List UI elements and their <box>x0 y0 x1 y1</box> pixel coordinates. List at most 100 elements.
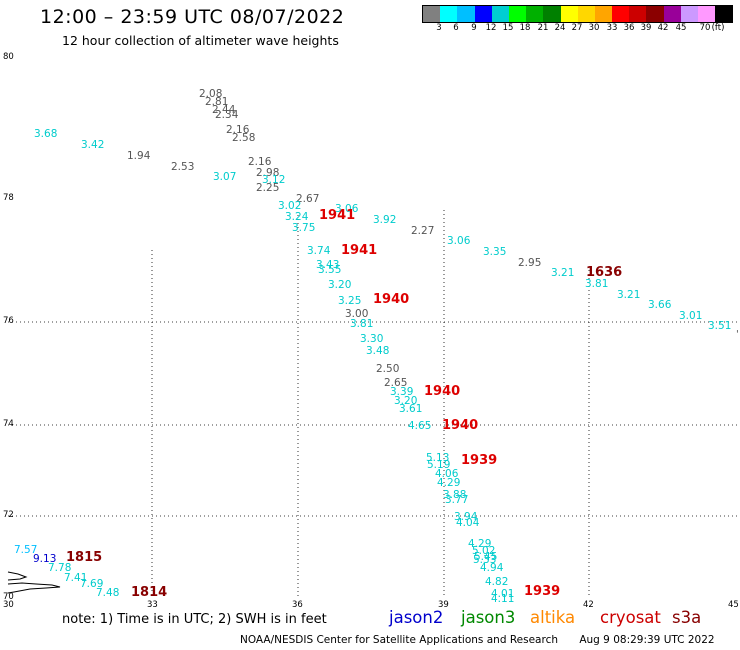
wave-height-label: 3.77 <box>445 494 469 506</box>
credit-text: NOAA/NESDIS Center for Satellite Applica… <box>240 634 558 646</box>
wave-height-label: 3.20 <box>394 395 418 407</box>
wave-height-label: 3.92 <box>373 214 397 226</box>
wave-height-label: 4.04 <box>456 517 480 529</box>
map-title: 12:00 – 23:59 UTC 08/07/2022 <box>40 6 345 28</box>
legend-tick-label: 12 <box>485 23 497 33</box>
wave-height-label: 5.02 <box>472 545 496 557</box>
pass-time-label: 1939 <box>524 584 561 599</box>
legend-tick-label: 9 <box>471 23 477 33</box>
wave-height-label: 2.67 <box>296 193 320 205</box>
coastline <box>7 571 61 594</box>
legend-swatch <box>543 6 561 22</box>
wave-height-label: 2.53 <box>171 161 195 173</box>
legend-tick-label: 21 <box>537 23 549 33</box>
longitude-label: 33 <box>147 600 158 610</box>
legend-swatch <box>577 6 595 22</box>
wave-height-label: 3.43 <box>316 259 340 271</box>
pass-time-label: 1940 <box>373 292 410 307</box>
wave-height-label: 3.94 <box>454 511 478 523</box>
legend-tick-label: 45 <box>675 23 687 33</box>
longitude-label: 30 <box>3 600 14 610</box>
legend-tick-label: 6 <box>453 23 459 33</box>
wave-height-label: 5.19 <box>427 459 451 471</box>
legend-ticks: 3 6 9 12 15 18 21 24 27 30 33 36 39 42 45 70 (ft) <box>422 23 740 35</box>
wave-height-label: 4.29 <box>468 538 492 550</box>
wave-height-label: 2.50 <box>376 363 400 375</box>
legend-swatch <box>423 6 441 22</box>
wave-height-label: 3.06 <box>335 203 359 215</box>
latitude-label: 74 <box>3 419 14 429</box>
wave-height-label: 2.98 <box>256 167 280 179</box>
wave-height-label: 3.51 <box>708 320 732 332</box>
wave-height-label: 2.16 <box>226 124 250 136</box>
wave-height-label: 3.21 <box>551 267 575 279</box>
pass-time-label: 1636 <box>586 265 623 280</box>
wave-height-label: 3.88 <box>443 489 467 501</box>
wave-height-label: 3.81 <box>350 318 374 330</box>
wave-height-label: 4.65 <box>408 420 432 432</box>
wave-height-label: 2.08 <box>199 88 223 100</box>
satellite-altika: altika <box>530 608 576 627</box>
wave-height-label: 3.12 <box>262 174 286 186</box>
wave-height-label: 3.02 <box>278 200 302 212</box>
wave-height-label: 7.41 <box>64 572 88 584</box>
latitude-label: 76 <box>3 316 14 326</box>
latitude-label: 80 <box>3 52 14 62</box>
wave-height-label: 3.68 <box>34 128 58 140</box>
satellite-jason2: jason2 <box>389 608 444 627</box>
legend-tick-label: 36 <box>623 23 635 33</box>
wave-height-label: 3.55 <box>318 264 342 276</box>
pass-time-label: 1941 <box>341 243 378 258</box>
wave-height-label: 2.27 <box>411 225 435 237</box>
longitude-label: 42 <box>583 600 594 610</box>
wave-height-label: 3.25 <box>338 295 362 307</box>
legend-swatch <box>646 6 664 22</box>
legend-tick-label: 33 <box>606 23 618 33</box>
wave-height-label: 5.45 <box>474 551 498 563</box>
legend-tick-label: 39 <box>640 23 652 33</box>
pass-time-label: 1940 <box>424 384 461 399</box>
legend-tick-label: 70 <box>699 23 711 33</box>
generated-timestamp: Aug 9 08:29:39 UTC 2022 <box>579 634 715 646</box>
wave-height-label: 3.24 <box>285 211 309 223</box>
wave-height-label: 7.57 <box>14 544 38 556</box>
wave-height-label: 3.61 <box>399 403 423 415</box>
legend-unit: (ft) <box>711 23 725 33</box>
wave-height-label: 5.13 <box>426 452 450 464</box>
wave-height-label: 7.48 <box>96 587 120 599</box>
wave-height-label: 3.00 <box>345 308 369 320</box>
legend-swatch <box>629 6 647 22</box>
legend-swatch <box>663 6 681 22</box>
legend-swatch <box>715 6 733 22</box>
pass-time-label: 1941 <box>319 208 356 223</box>
pass-time-label: 1940 <box>442 418 479 433</box>
footer-note: note: 1) Time is in UTC; 2) SWH is in fe… <box>62 612 327 627</box>
wave-height-label: 5.33 <box>473 554 497 566</box>
legend-tick-label: 18 <box>519 23 531 33</box>
wave-height-label: 4.06 <box>435 468 459 480</box>
legend-swatch <box>491 6 509 22</box>
latitude-label: 70 <box>3 592 14 602</box>
wave-height-label: 3.30 <box>360 333 384 345</box>
pass-time-label: 1814 <box>131 585 168 600</box>
wave-height-label: 4.11 <box>491 593 515 605</box>
legend-swatch <box>560 6 578 22</box>
credit-line: NOAA/NESDIS Center for Satellite Applica… <box>240 634 715 646</box>
legend-tick-label: 15 <box>502 23 514 33</box>
wave-height-label: 3.35 <box>483 246 507 258</box>
wave-height-label: 3.21 <box>617 289 641 301</box>
latitude-label: 78 <box>3 193 14 203</box>
wave-height-label: 3.48 <box>366 345 390 357</box>
latitude-label: 72 <box>3 510 14 520</box>
legend-swatch <box>440 6 458 22</box>
wave-height-label: 3.07 <box>213 171 237 183</box>
wave-height-label: 2.65 <box>384 377 408 389</box>
wave-height-label: 3.01 <box>679 310 703 322</box>
wave-height-label: 3.42 <box>81 139 105 151</box>
right-edge-mark: ' <box>736 329 739 340</box>
legend-swatch <box>594 6 613 22</box>
wave-height-label: 3.81 <box>585 278 609 290</box>
wave-height-label: 4.82 <box>485 576 509 588</box>
wave-height-label: 7.69 <box>80 578 104 590</box>
